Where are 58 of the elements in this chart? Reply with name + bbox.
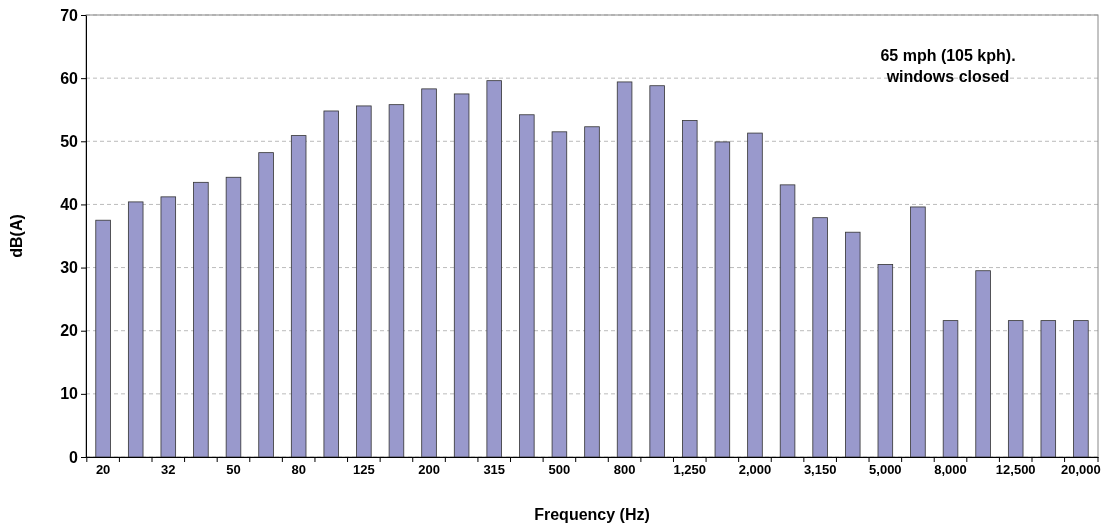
bar [877, 264, 894, 458]
x-tick-label: 80 [291, 462, 306, 478]
x-tick-label: 315 [483, 462, 506, 478]
x-axis-title: Frequency (Hz) [534, 506, 650, 523]
y-tick-label: 10 [60, 385, 79, 403]
bar [1073, 320, 1089, 458]
x-tick-label: 2,000 [738, 462, 772, 478]
x-tick-label: 20,000 [1061, 462, 1101, 478]
x-tick-label: 500 [548, 462, 571, 478]
y-tick-label: 30 [60, 259, 79, 277]
x-tick-label: 50 [226, 462, 241, 478]
bar [290, 135, 307, 458]
x-tick-label: 12,500 [995, 462, 1036, 478]
bar [95, 219, 111, 458]
bar [127, 201, 144, 458]
bar [388, 104, 405, 458]
bar [812, 217, 828, 458]
y-tick-label: 70 [60, 6, 79, 24]
bar [551, 131, 568, 458]
bar [160, 196, 177, 458]
x-tick-label: 3,150 [803, 462, 837, 478]
bar [910, 206, 926, 458]
annotation: 65 mph (105 kph). windows closed [880, 47, 1016, 85]
x-tick-label: 32 [161, 462, 176, 478]
x-tick-label: 5,000 [869, 462, 902, 478]
bar [486, 80, 502, 458]
x-tick-label: 800 [613, 462, 636, 478]
bar [453, 93, 470, 458]
y-tick-label: 40 [60, 196, 79, 214]
y-tick-label: 60 [60, 69, 79, 87]
y-axis-title: dB(A) [8, 214, 25, 258]
bar [616, 81, 633, 458]
x-tick-label: 200 [418, 462, 440, 478]
bar [942, 320, 959, 458]
bar [1007, 320, 1024, 458]
y-tick-label: 20 [60, 322, 79, 340]
bar [975, 270, 991, 458]
bar [682, 120, 698, 458]
bar [584, 126, 600, 458]
y-tick-label: 0 [69, 448, 79, 466]
bar [845, 231, 861, 458]
bar [323, 110, 339, 458]
bar [519, 114, 535, 458]
bar [356, 105, 372, 458]
bar [649, 85, 665, 458]
bar [1040, 320, 1057, 458]
bar [779, 184, 796, 458]
x-tick-label: 20 [95, 462, 111, 478]
bar [747, 132, 763, 458]
bar [258, 152, 274, 458]
bar [714, 141, 731, 458]
bar [421, 88, 437, 458]
bar [225, 176, 242, 458]
x-tick-label: 1,250 [673, 462, 707, 478]
x-tick-label: 125 [353, 462, 375, 478]
y-tick-label: 50 [60, 132, 79, 150]
bar [193, 181, 209, 458]
x-tick-label: 8,000 [934, 462, 967, 478]
